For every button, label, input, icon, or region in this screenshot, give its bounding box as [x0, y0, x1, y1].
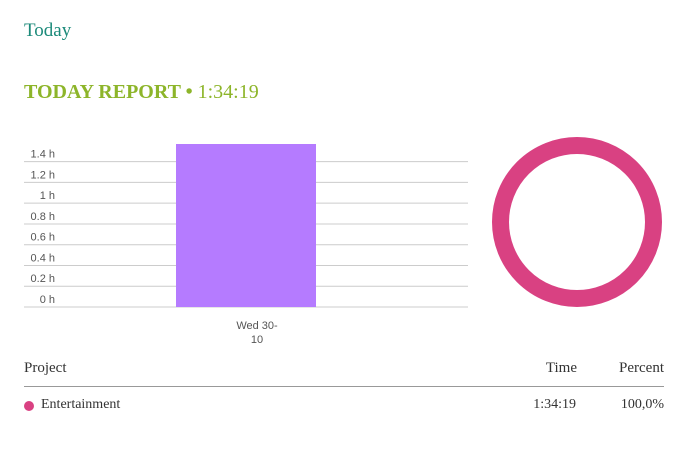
y-tick-label: 0.2 h [31, 273, 55, 285]
report-heading: TODAY REPORT • 1:34:19 [24, 81, 259, 104]
table-row: Entertainment 1:34:19 100,0% [24, 396, 664, 418]
report-total: 1:34:19 [197, 81, 259, 103]
column-header: Time [545, 360, 577, 376]
report-title: TODAY REPORT [24, 81, 181, 103]
page-title: Today [24, 20, 72, 41]
y-tick-label: 0 h [40, 294, 55, 306]
y-tick-label: 0.8 h [31, 211, 55, 223]
separator: • [185, 81, 193, 103]
y-tick-label: 1.4 h [31, 149, 55, 161]
y-tick-label: 0.4 h [31, 252, 55, 264]
column-header: Project [24, 360, 67, 376]
percent: 100,0% [620, 397, 664, 412]
legend-dot [24, 401, 34, 411]
column-header: Percent [619, 360, 664, 376]
project-name: Entertainment [41, 397, 121, 412]
time: 1:34:19 [533, 397, 576, 412]
y-tick-label: 1 h [40, 190, 55, 202]
table-header: Project Time Percent [24, 358, 664, 387]
charts: 0 h 0.2 h 0.4 h 0.6 h 0.8 h 1 h 1.2 h 1.4 h [24, 137, 662, 308]
y-tick-label: 1.2 h [31, 169, 55, 181]
x-tick-label: Wed 30-10 [236, 320, 278, 346]
bar [176, 144, 316, 307]
donut-slice [492, 137, 662, 307]
y-tick-label: 0.6 h [31, 232, 55, 244]
